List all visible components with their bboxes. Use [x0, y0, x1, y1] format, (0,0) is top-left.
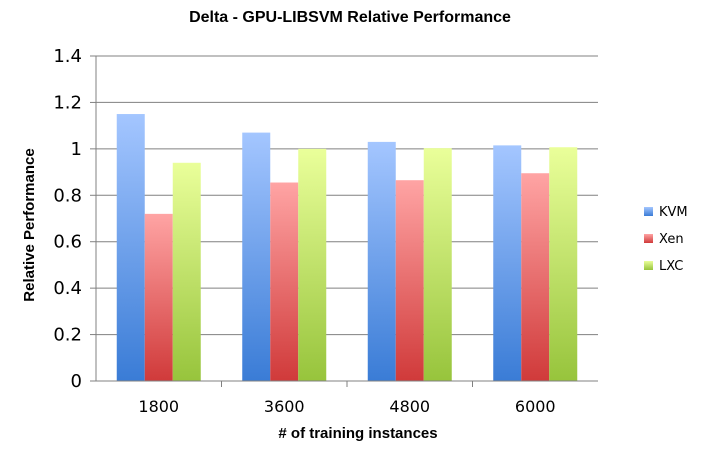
x-tick-label: 4800 [389, 397, 430, 416]
x-tick-label: 1800 [138, 397, 179, 416]
bars [116, 114, 578, 382]
y-axis-title: Relative Performance [21, 148, 38, 301]
bar-xen-3600 [270, 182, 299, 381]
y-tick-label: 0 [71, 371, 82, 392]
x-tick-labels: 1800 3600 4800 6000 [138, 397, 555, 416]
y-tick-label: 1 [71, 139, 82, 160]
bar-lxc-3600 [298, 148, 327, 381]
legend: KVM Xen LXC [644, 205, 688, 274]
y-tick-label: 0.4 [53, 278, 82, 299]
legend-label-lxc: LXC [659, 259, 683, 274]
bar-xen-1800 [144, 213, 173, 381]
x-tick-label: 6000 [515, 397, 556, 416]
bar-kvm-6000 [493, 145, 522, 381]
legend-swatch-xen [644, 234, 653, 243]
y-tick-label: 1.2 [53, 92, 82, 113]
y-tick-label: 0.2 [53, 325, 82, 346]
y-tick-label: 1.4 [53, 46, 82, 67]
y-tick-labels: 0 0.2 0.4 0.6 0.8 1 1.2 1.4 [53, 46, 82, 392]
bar-lxc-6000 [549, 147, 578, 381]
x-axis-title: # of training instances [278, 425, 437, 442]
legend-swatch-lxc [644, 261, 653, 270]
axes [95, 56, 598, 387]
bar-xen-6000 [521, 173, 550, 381]
bar-lxc-4800 [423, 148, 452, 381]
legend-label-kvm: KVM [659, 205, 688, 220]
legend-swatch-kvm [644, 207, 653, 216]
y-tick-label: 0.8 [53, 185, 82, 206]
bar-lxc-1800 [172, 162, 201, 381]
chart-title: Delta - GPU-LIBSVM Relative Performance [189, 9, 511, 26]
bar-kvm-1800 [116, 114, 145, 382]
bar-kvm-4800 [367, 141, 396, 381]
y-tick-label: 0.6 [53, 232, 82, 253]
legend-label-xen: Xen [659, 232, 684, 247]
x-tick-label: 3600 [264, 397, 305, 416]
bar-xen-4800 [395, 180, 424, 381]
bar-kvm-3600 [242, 132, 271, 381]
